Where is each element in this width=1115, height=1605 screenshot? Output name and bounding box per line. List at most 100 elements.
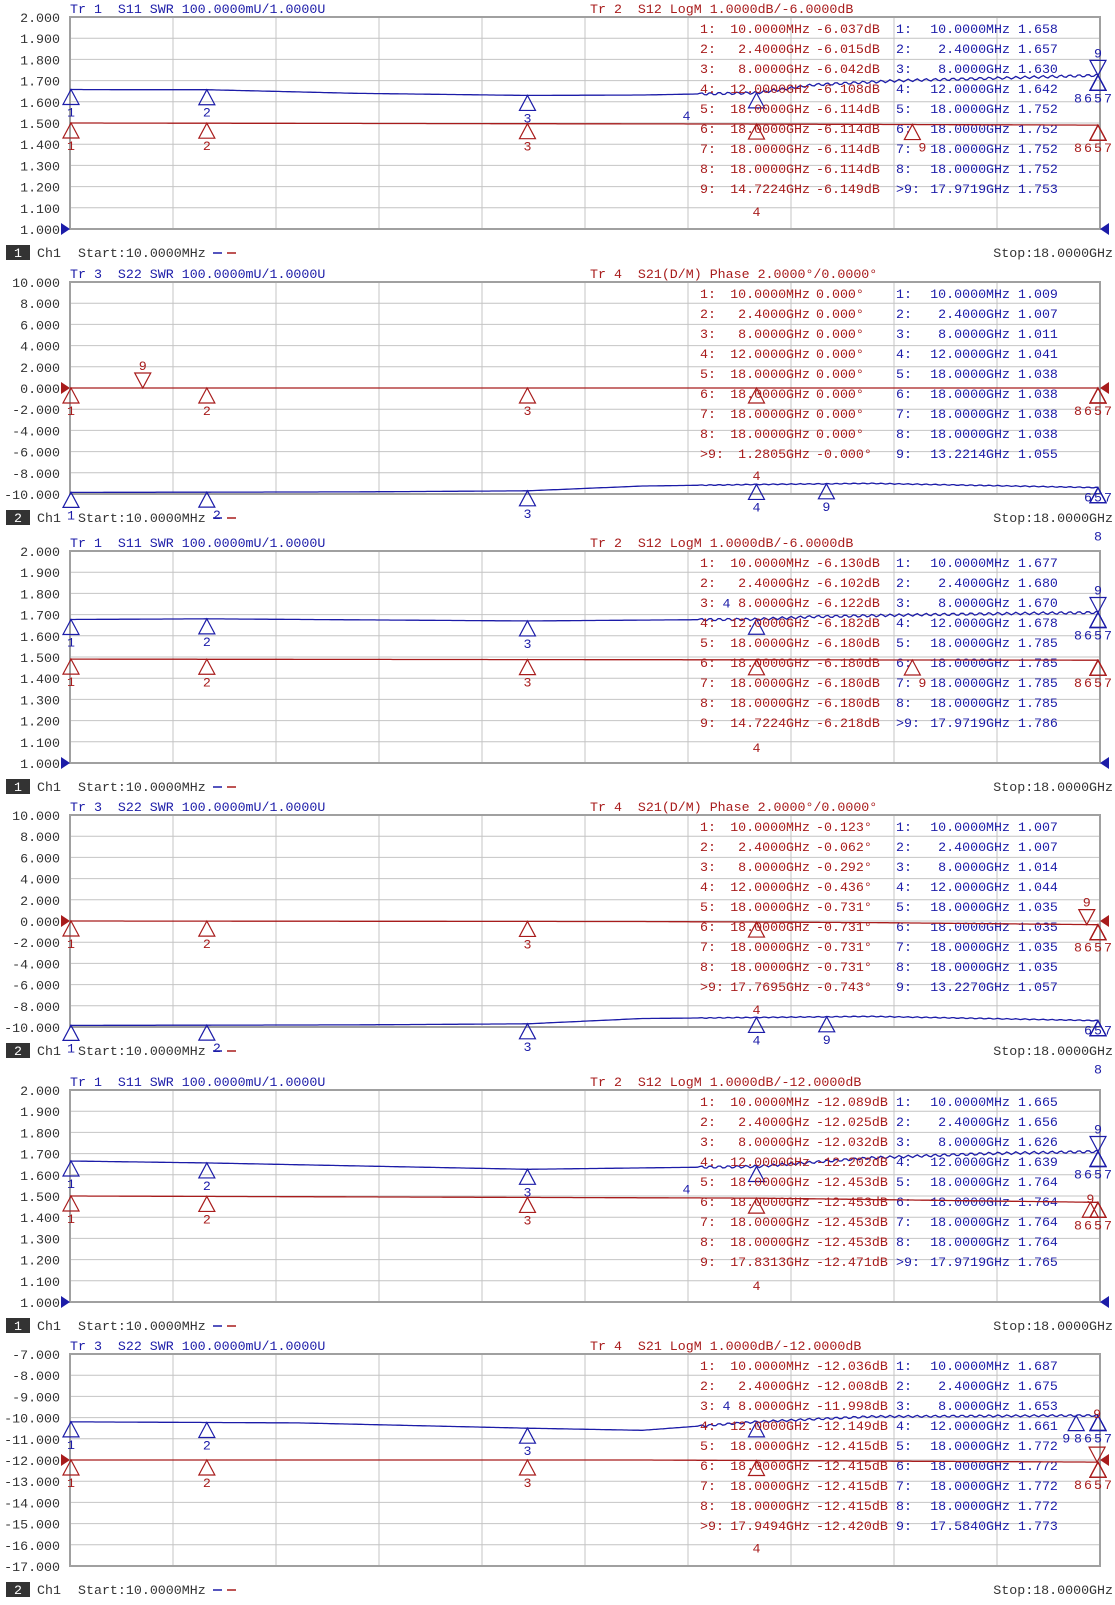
marker-4[interactable]: 4 [747, 1459, 766, 1557]
marker-8[interactable]: 8 [1074, 1414, 1107, 1446]
marker-3[interactable]: 3 [518, 122, 537, 155]
marker-3[interactable]: 3 [518, 920, 537, 952]
marker-4[interactable]: 4 [747, 920, 766, 1018]
trace-header[interactable]: Tr 1 S11 SWR 100.0000mU/1.0000U [70, 2, 325, 17]
marker-1[interactable]: 1 [62, 1420, 80, 1453]
marker-1[interactable]: 1 [62, 657, 80, 690]
marker-9[interactable]: 9 [1077, 896, 1096, 926]
trace-header[interactable]: Tr 2 S12 LogM 1.0000dB/-6.0000dB [590, 536, 853, 551]
marker-9[interactable]: 9 [817, 482, 836, 515]
marker-3[interactable]: 3 [518, 94, 537, 126]
marker-4[interactable]: 4 [722, 1399, 766, 1438]
marker-8[interactable]: 8 [1074, 658, 1107, 691]
start-frequency[interactable]: Start:10.0000MHz [78, 1583, 206, 1598]
marker-9[interactable]: 9 [1062, 1414, 1086, 1447]
marker-8[interactable]: 8 [1074, 923, 1107, 956]
trace-header[interactable]: Tr 2 S12 LogM 1.0000dB/-12.0000dB [590, 1075, 861, 1090]
marker-2[interactable]: 2 [197, 490, 221, 523]
marker-1[interactable]: 1 [62, 1458, 80, 1491]
stop-frequency[interactable]: Stop:18.0000GHz [993, 511, 1113, 526]
channel-badge[interactable] [6, 1582, 30, 1597]
marker-4[interactable]: 4 [747, 386, 766, 484]
marker-3[interactable]: 3 [518, 619, 537, 652]
channel-badge[interactable] [6, 779, 30, 794]
marker-3[interactable]: 3 [518, 1168, 537, 1200]
trace-header[interactable]: Tr 3 S22 SWR 100.0000mU/1.0000U [70, 1339, 325, 1354]
start-frequency[interactable]: Start:10.0000MHz [78, 246, 206, 261]
marker-3[interactable]: 3 [518, 1196, 537, 1228]
marker-9[interactable]: 9 [1081, 1192, 1100, 1218]
marker-8[interactable]: 8 [1074, 611, 1107, 643]
channel-badge[interactable] [6, 1043, 30, 1058]
marker-4[interactable]: 4 [747, 1016, 766, 1048]
marker-3[interactable]: 3 [518, 658, 537, 691]
marker-4[interactable]: 4 [747, 1196, 766, 1294]
marker-3[interactable]: 3 [518, 1458, 537, 1491]
marker-4[interactable]: 4 [747, 658, 766, 756]
marker-9[interactable]: 9 [1089, 583, 1107, 614]
marker-2[interactable]: 2 [197, 617, 216, 650]
channel-badge[interactable] [6, 1318, 30, 1333]
marker-1[interactable]: 1 [62, 618, 80, 650]
marker-8[interactable]: 8 [1074, 123, 1107, 156]
marker-1[interactable]: 1 [62, 1194, 80, 1227]
marker-1[interactable]: 1 [62, 1024, 80, 1056]
start-frequency[interactable]: Start:10.0000MHz [78, 780, 206, 795]
stop-frequency[interactable]: Stop:18.0000GHz [993, 1319, 1113, 1334]
marker-8[interactable]: 8 [1089, 486, 1107, 545]
marker-4[interactable]: 4 [682, 91, 766, 124]
marker-2[interactable]: 2 [197, 88, 216, 121]
marker-9[interactable]: 9 [903, 658, 926, 691]
trace-header[interactable]: Tr 4 S21(D/M) Phase 2.0000°/0.0000° [590, 800, 877, 815]
marker-2[interactable]: 2 [197, 1161, 216, 1194]
trace-header[interactable]: Tr 4 S21(D/M) Phase 2.0000°/0.0000° [590, 267, 877, 282]
marker-4[interactable]: 4 [682, 1165, 766, 1198]
trace-header[interactable]: Tr 3 S22 SWR 100.0000mU/1.0000U [70, 800, 325, 815]
trace-header[interactable]: Tr 2 S12 LogM 1.0000dB/-6.0000dB [590, 2, 853, 17]
marker-3[interactable]: 3 [518, 489, 537, 522]
marker-1[interactable]: 1 [62, 1159, 80, 1192]
start-frequency[interactable]: Start:10.0000MHz [78, 1044, 206, 1059]
marker-8[interactable]: 8 [1074, 1460, 1107, 1493]
stop-frequency[interactable]: Stop:18.0000GHz [993, 1583, 1113, 1598]
marker-3[interactable]: 3 [518, 386, 537, 419]
stop-frequency[interactable]: Stop:18.0000GHz [993, 246, 1113, 261]
marker-8[interactable]: 8 [1074, 386, 1107, 419]
trace-header[interactable]: Tr 4 S21 LogM 1.0000dB/-12.0000dB [590, 1339, 861, 1354]
marker-9[interactable]: 9 [817, 1015, 836, 1048]
plot-frame[interactable] [69, 550, 1101, 764]
marker-2[interactable]: 2 [197, 919, 216, 952]
marker-8[interactable]: 8 [1074, 1150, 1107, 1182]
marker-3[interactable]: 3 [518, 1022, 537, 1055]
trace-header[interactable]: Tr 1 S11 SWR 100.0000mU/1.0000U [70, 1075, 325, 1090]
marker-1[interactable]: 1 [62, 121, 80, 154]
trace-header[interactable]: Tr 1 S11 SWR 100.0000mU/1.0000U [70, 536, 325, 551]
marker-4[interactable]: 4 [747, 122, 766, 220]
marker-4[interactable]: 4 [722, 596, 766, 635]
marker-8[interactable]: 8 [1074, 74, 1107, 106]
marker-1[interactable]: 1 [62, 491, 80, 523]
marker-2[interactable]: 2 [197, 1023, 221, 1056]
marker-1[interactable]: 1 [62, 919, 80, 952]
start-frequency[interactable]: Start:10.0000MHz [78, 511, 206, 526]
marker-2[interactable]: 2 [197, 386, 216, 419]
marker-8[interactable]: 8 [1089, 1019, 1107, 1078]
marker-1[interactable]: 1 [62, 386, 80, 419]
marker-3[interactable]: 3 [518, 1426, 537, 1459]
start-frequency[interactable]: Start:10.0000MHz [78, 1319, 206, 1334]
marker-9[interactable]: 9 [1089, 1123, 1107, 1153]
marker-9[interactable]: 9 [903, 123, 926, 156]
stop-frequency[interactable]: Stop:18.0000GHz [993, 1044, 1113, 1059]
stop-frequency[interactable]: Stop:18.0000GHz [993, 780, 1113, 795]
marker-9[interactable]: 9 [1089, 46, 1107, 77]
channel-badge[interactable] [6, 510, 30, 525]
marker-2[interactable]: 2 [197, 657, 216, 690]
marker-9[interactable]: 9 [133, 359, 152, 390]
marker-2[interactable]: 2 [197, 1458, 216, 1491]
trace-header[interactable]: Tr 3 S22 SWR 100.0000mU/1.0000U [70, 267, 325, 282]
marker-2[interactable]: 2 [197, 121, 216, 154]
marker-2[interactable]: 2 [197, 1421, 216, 1453]
marker-1[interactable]: 1 [62, 88, 80, 121]
marker-4[interactable]: 4 [747, 483, 766, 515]
channel-badge[interactable] [6, 245, 30, 260]
